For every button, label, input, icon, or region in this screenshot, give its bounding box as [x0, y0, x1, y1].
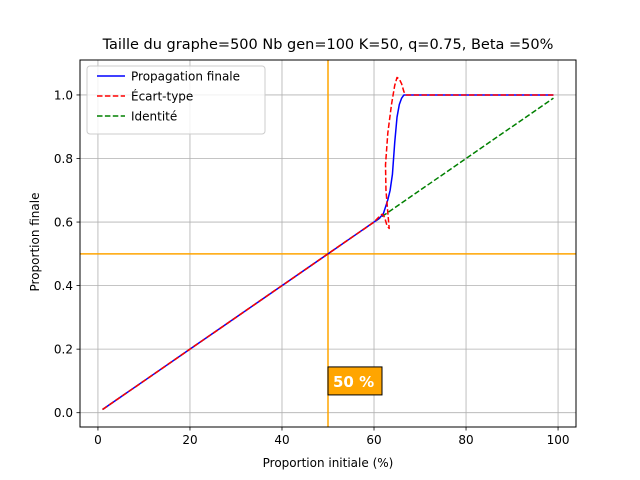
y-tick-label: 0.2	[54, 343, 73, 357]
x-tick-label: 0	[94, 433, 102, 447]
y-tick-label: 0.0	[54, 406, 73, 420]
legend-label: Propagation finale	[131, 70, 240, 84]
legend-box	[86, 65, 266, 135]
axes-frame	[79, 59, 577, 428]
x-tick-label: 40	[274, 433, 289, 447]
chart-title: Taille du graphe=500 Nb gen=100 K=50, q=…	[102, 37, 554, 53]
annotation-box	[327, 366, 383, 396]
x-tick-label: 20	[182, 433, 197, 447]
ticks: 0 20 40 60 80 100 0.0 0.2 0.4 0.6 0.8 1.0	[54, 88, 570, 447]
x-tick-label: 100	[547, 433, 570, 447]
annotation-text: 50 %	[333, 373, 374, 391]
legend-label: Écart-type	[131, 89, 193, 104]
x-tick-label: 80	[458, 433, 473, 447]
y-tick-label: 0.8	[54, 152, 73, 166]
x-axis-label: Proportion initiale (%)	[263, 456, 394, 470]
y-tick-label: 0.4	[54, 279, 73, 293]
y-axis-label: Proportion finale	[28, 193, 42, 292]
y-tick-label: 1.0	[54, 88, 73, 102]
legend: Propagation finale Écart-type Identité	[86, 65, 266, 135]
x-tick-label: 60	[366, 433, 381, 447]
y-tick-label: 0.6	[54, 216, 73, 230]
series-group	[102, 76, 554, 411]
annotation: 50 %	[327, 366, 383, 396]
legend-label: Identité	[131, 110, 177, 124]
series-line-ecart-type	[102, 76, 554, 411]
